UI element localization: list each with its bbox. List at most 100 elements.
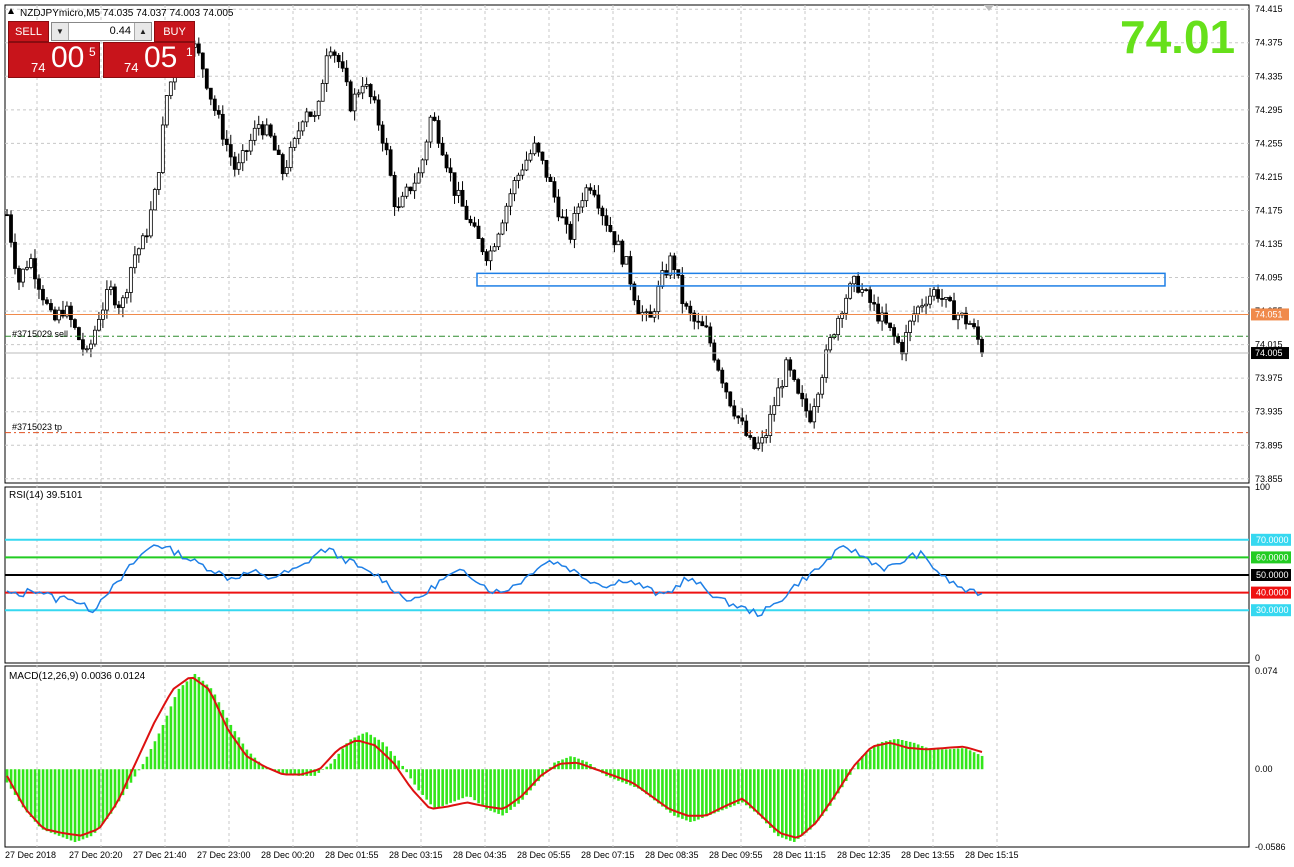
macd-bar bbox=[800, 769, 804, 836]
macd-bar bbox=[693, 769, 696, 822]
candle-body bbox=[372, 96, 377, 101]
candle-body bbox=[128, 267, 133, 293]
macd-bar bbox=[153, 741, 157, 770]
chart-shift-icon[interactable] bbox=[984, 5, 994, 11]
macd-bar bbox=[213, 694, 217, 770]
macd-bar bbox=[781, 769, 784, 838]
lot-increase-arrow-icon[interactable]: ▲ bbox=[134, 23, 151, 40]
macd-bar bbox=[633, 769, 636, 787]
macd-bar bbox=[169, 706, 173, 770]
candle-body bbox=[612, 231, 617, 246]
candle-body bbox=[504, 205, 509, 224]
candle-body bbox=[884, 312, 888, 324]
rsi-panel[interactable] bbox=[5, 538, 1249, 618]
macd-bar bbox=[677, 769, 680, 818]
lot-size-field[interactable]: ▼ 0.44 ▲ bbox=[51, 22, 152, 41]
candle-body bbox=[152, 189, 157, 211]
ask-price-tag: 74.051 bbox=[1251, 308, 1289, 321]
candle-body bbox=[576, 206, 581, 214]
resistance-zone[interactable] bbox=[476, 272, 1166, 287]
macd-bar bbox=[828, 769, 832, 806]
macd-bar bbox=[465, 769, 468, 797]
candle-body bbox=[760, 437, 765, 444]
candle-body bbox=[688, 305, 693, 314]
price-axis[interactable]: 74.415 74.375 74.335 74.295 74.255 74.215 74.1… bbox=[1251, 4, 1291, 852]
macd-bar bbox=[900, 739, 904, 770]
macd-bar bbox=[9, 769, 13, 789]
candle-body bbox=[296, 130, 301, 139]
macd-bar bbox=[357, 735, 361, 770]
candle-body bbox=[304, 111, 309, 123]
macd-bar bbox=[836, 769, 840, 794]
macd-bar bbox=[73, 769, 77, 843]
macd-bar bbox=[956, 748, 960, 770]
candle-body bbox=[220, 113, 225, 140]
macd-bar bbox=[421, 769, 424, 796]
candle-body bbox=[376, 99, 381, 126]
macd-bar bbox=[141, 764, 145, 770]
macd-bar bbox=[337, 753, 341, 770]
macd-bar bbox=[349, 739, 353, 770]
candle-body bbox=[284, 167, 289, 175]
candle-body bbox=[5, 214, 9, 217]
ask-price-button[interactable]: 74 05 1 bbox=[103, 41, 195, 78]
rsi-title: RSI(14) 39.5101 bbox=[9, 490, 83, 501]
macd-bar bbox=[381, 742, 385, 770]
lot-size-value[interactable]: 0.44 bbox=[109, 25, 131, 37]
macd-bar bbox=[816, 769, 820, 821]
candle-body bbox=[828, 337, 833, 351]
candle-body bbox=[656, 286, 661, 313]
sell-button[interactable]: SELL bbox=[8, 21, 49, 42]
sell-order-label: #3715029 sell bbox=[12, 329, 68, 339]
candle-body bbox=[780, 385, 785, 389]
macd-bar bbox=[948, 749, 952, 770]
macd-bar bbox=[717, 769, 720, 812]
candle-body bbox=[848, 283, 853, 299]
macd-panel[interactable] bbox=[5, 673, 984, 843]
rsi-level-tag-label: 50.0000 bbox=[1256, 570, 1289, 580]
macd-bar bbox=[864, 752, 868, 770]
candle-body bbox=[320, 82, 325, 102]
time-axis[interactable]: 27 Dec 2018 27 Dec 20:20 27 Dec 21:40 27 De… bbox=[5, 850, 1019, 860]
macd-bar bbox=[545, 769, 548, 772]
macd-bar bbox=[609, 769, 612, 778]
candle-body bbox=[896, 335, 900, 343]
candle-body bbox=[552, 181, 557, 198]
macd-bar bbox=[125, 769, 129, 789]
macd-bar bbox=[25, 769, 29, 813]
rsi-level-tag: 40.0000 bbox=[1251, 586, 1291, 599]
candle-body bbox=[816, 393, 821, 407]
candle-body bbox=[464, 205, 469, 220]
candle-body bbox=[336, 54, 341, 63]
candle-body bbox=[168, 81, 173, 96]
candle-body bbox=[888, 322, 892, 328]
candle-body bbox=[21, 268, 25, 283]
lot-decrease-arrow-icon[interactable]: ▼ bbox=[52, 23, 69, 40]
macd-bar bbox=[461, 769, 464, 799]
rsi-level-tag-label: 70.0000 bbox=[1256, 535, 1289, 545]
candle-body bbox=[700, 321, 705, 327]
buy-button[interactable]: BUY bbox=[154, 21, 195, 42]
macd-bar bbox=[325, 766, 329, 770]
rsi-level-tag-bg bbox=[1251, 551, 1291, 564]
macd-bar bbox=[205, 684, 209, 770]
candle-body bbox=[696, 320, 701, 323]
bid-price-button[interactable]: 74 00 5 bbox=[8, 41, 100, 78]
candle-body bbox=[332, 51, 337, 56]
symbol-collapse-icon[interactable] bbox=[8, 8, 14, 14]
candle-body bbox=[532, 142, 537, 155]
time-tick-label: 28 Dec 07:15 bbox=[581, 850, 635, 860]
candle-body bbox=[520, 169, 525, 176]
time-tick-label: 27 Dec 2018 bbox=[5, 850, 56, 860]
candle-body bbox=[340, 61, 345, 69]
candle-body bbox=[556, 196, 561, 218]
macd-bar bbox=[65, 769, 69, 839]
macd-bar bbox=[852, 768, 856, 770]
macd-bar bbox=[980, 755, 984, 770]
macd-bar bbox=[501, 769, 504, 816]
macd-bar bbox=[960, 748, 964, 770]
candle-body bbox=[516, 174, 521, 181]
symbol-header: NZDJPYmicro,M5 74.035 74.037 74.003 74.0… bbox=[20, 8, 234, 19]
candle-body bbox=[692, 312, 697, 322]
